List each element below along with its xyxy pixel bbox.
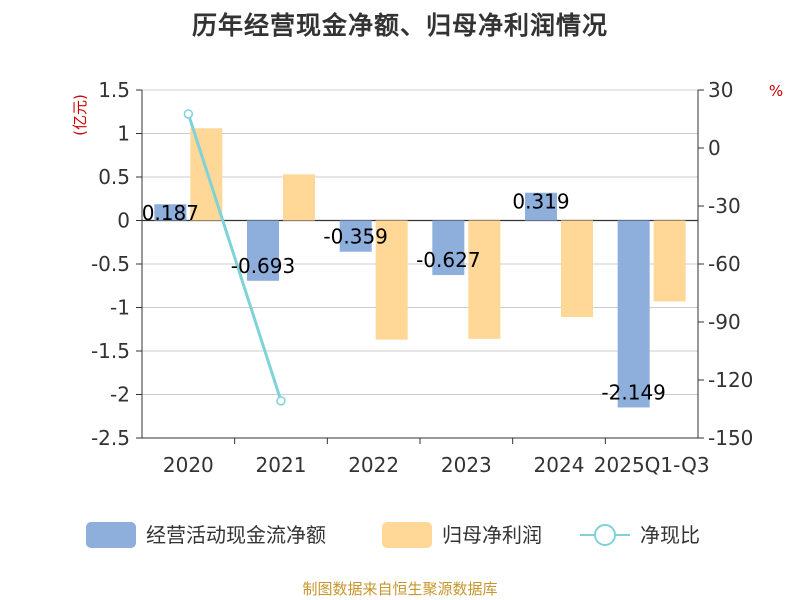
x-tick-label: 2021 xyxy=(256,453,307,477)
y-left-tick-label: 0 xyxy=(117,209,130,233)
y-right-tick-label: 30 xyxy=(708,78,733,102)
y-right-tick-label: -120 xyxy=(708,368,753,392)
y-left-tick-label: -2.5 xyxy=(91,426,130,450)
bar-net-profit xyxy=(375,220,408,340)
y-left-tick-label: -1.5 xyxy=(91,339,130,363)
y-left-unit: (亿元) xyxy=(71,94,89,136)
ratio-line xyxy=(183,109,286,406)
chart-title: 历年经营现金净额、归母净利润情况 xyxy=(191,11,608,40)
bar-cash-flow xyxy=(339,220,372,252)
bar-cash-flow xyxy=(525,192,557,221)
y-left-tick-label: 0.5 xyxy=(98,165,130,189)
bar-cash-flow xyxy=(247,220,279,281)
legend-swatch-net-profit xyxy=(382,522,432,548)
line-net-cash-ratio xyxy=(186,113,283,402)
axes: -2.5 -2 -1.5 -1 -0.5 0 0.5 1 1.5 -150 -120 -90 -60 -3… xyxy=(71,78,783,477)
y-left-tick-label: -1 xyxy=(110,296,130,320)
x-tick-label: 2022 xyxy=(348,453,399,477)
y-right-unit: % xyxy=(769,82,783,100)
legend-label-net-cash-ratio: 净现比 xyxy=(640,523,700,547)
y-left-tick-label: 1.5 xyxy=(98,78,130,102)
y-right-tick-label: 0 xyxy=(708,136,721,160)
legend-swatch-cash-flow xyxy=(86,522,136,548)
bar-net-profit xyxy=(561,220,593,318)
bar-cash-flow xyxy=(432,220,465,276)
y-right-tick-label: -90 xyxy=(708,310,741,334)
x-tick-label: 2023 xyxy=(441,453,492,477)
legend-label-cash-flow: 经营活动现金流净额 xyxy=(146,523,326,547)
bar-net-profit xyxy=(653,220,686,302)
y-left-tick-label: -2 xyxy=(110,383,130,407)
data-label-cash-flow: -2.149 xyxy=(601,380,665,404)
y-right-tick-label: -60 xyxy=(708,252,741,276)
x-tick-label: 2020 xyxy=(163,453,214,477)
x-tick-label: 2024 xyxy=(534,453,585,477)
bar-net-profit xyxy=(283,174,315,221)
y-right-tick-label: -150 xyxy=(708,426,753,450)
data-label-cash-flow: 0.319 xyxy=(512,190,569,214)
data-label-cash-flow: -0.693 xyxy=(231,254,295,278)
bar-cash-flow xyxy=(154,204,187,221)
y-left-tick-label: -0.5 xyxy=(91,252,130,276)
point-net-cash-ratio xyxy=(276,396,286,406)
point-net-cash-ratio xyxy=(183,109,194,119)
source-note: 制图数据来自恒生聚源数据库 xyxy=(302,580,498,598)
data-labels: 0.187 -0.693 -0.359 -0.627 0.319 -2.149 xyxy=(142,190,666,405)
legend: 经营活动现金流净额 归母净利润 净现比 xyxy=(86,522,700,548)
data-label-cash-flow: -0.359 xyxy=(323,225,387,249)
legend-marker-net-cash-ratio xyxy=(594,524,616,546)
x-tick-label: 2025Q1-Q3 xyxy=(594,453,710,477)
data-label-cash-flow: -0.627 xyxy=(416,248,480,272)
y-right-tick-label: -30 xyxy=(708,194,741,218)
bar-net-profit xyxy=(468,220,501,339)
bar-cash-flow xyxy=(617,220,650,408)
legend-label-net-profit: 归母净利润 xyxy=(442,523,542,547)
data-label-cash-flow: 0.187 xyxy=(142,201,199,225)
y-left-tick-label: 1 xyxy=(117,122,130,146)
